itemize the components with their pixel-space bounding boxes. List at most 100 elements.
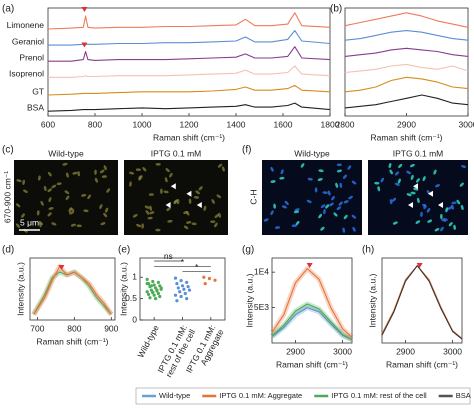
cell xyxy=(72,171,78,175)
y-tick-label: 1E4 xyxy=(254,266,269,276)
x-tick-label: 800 xyxy=(67,323,81,333)
panel-label: (d) xyxy=(2,245,14,256)
image-title: Wild-type xyxy=(48,148,84,158)
cell xyxy=(77,171,81,177)
cell xyxy=(435,184,440,188)
data-point xyxy=(148,296,152,300)
cell xyxy=(314,187,318,193)
series-label: GT xyxy=(32,86,44,96)
panel-label: (f) xyxy=(242,145,251,156)
line-series xyxy=(344,94,469,109)
data-point xyxy=(152,293,156,297)
cell xyxy=(274,226,281,229)
legend-label: IPTG 0.1 mM: rest of the cell xyxy=(331,391,427,400)
data-point xyxy=(146,292,151,296)
cell xyxy=(203,205,207,211)
y-tick-label: 0.5 xyxy=(125,293,137,303)
cell xyxy=(99,169,105,174)
row-label: 670-900 cm⁻¹ xyxy=(2,171,12,223)
x-axis-label: Raman shift (cm⁻¹) xyxy=(386,359,458,369)
error-band xyxy=(31,264,114,316)
line-series xyxy=(344,30,469,41)
cell xyxy=(294,208,300,212)
cell xyxy=(56,182,62,186)
image-title: Wild-type xyxy=(294,148,330,158)
data-point xyxy=(151,279,155,284)
legend-label: BSA xyxy=(456,391,471,400)
marker-arrow xyxy=(413,183,418,190)
data-point xyxy=(159,286,163,290)
cell xyxy=(284,200,289,205)
cell xyxy=(441,218,447,222)
data-point xyxy=(156,291,160,296)
marker-arrow xyxy=(196,202,202,208)
legend-label: IPTG 0.1 mM: Aggregate xyxy=(219,391,302,400)
cell xyxy=(163,190,169,194)
microscopy-image xyxy=(368,160,468,235)
plot-frame xyxy=(271,257,353,344)
cell xyxy=(459,182,464,187)
cell xyxy=(280,169,284,175)
cell xyxy=(65,195,70,201)
x-tick-label: Wild-type xyxy=(135,323,161,359)
y-tick-label: 5E3 xyxy=(254,302,269,312)
significance-label: * xyxy=(195,262,199,272)
cell xyxy=(456,199,461,205)
cell xyxy=(64,190,70,195)
series-label: BSA xyxy=(27,102,44,112)
line-series xyxy=(48,65,331,78)
cell xyxy=(83,209,89,213)
cell xyxy=(48,197,52,203)
x-tick-label: 3000 xyxy=(459,119,474,129)
cell xyxy=(335,182,339,188)
marker-arrow xyxy=(306,263,313,268)
cell xyxy=(165,168,170,173)
cell xyxy=(38,175,41,181)
data-point xyxy=(173,293,178,297)
cell xyxy=(43,185,47,191)
cell xyxy=(427,219,433,223)
cell xyxy=(451,201,457,205)
cell xyxy=(347,165,352,170)
line-series xyxy=(271,307,353,341)
data-point xyxy=(175,282,179,286)
cell xyxy=(322,191,328,194)
cell xyxy=(136,223,142,228)
cell xyxy=(329,202,334,207)
cell xyxy=(306,199,312,204)
marker-arrow xyxy=(58,265,65,270)
cell xyxy=(76,224,82,228)
x-tick-label: 3000 xyxy=(333,346,352,356)
cell xyxy=(211,199,215,204)
cell xyxy=(188,198,192,204)
cell xyxy=(343,200,349,204)
cell xyxy=(193,196,200,199)
cell xyxy=(422,176,426,182)
line-series xyxy=(344,76,469,93)
x-tick-label: 1400 xyxy=(227,119,246,129)
panel-label: (c) xyxy=(2,145,14,156)
cell xyxy=(398,163,403,169)
data-point xyxy=(156,280,160,284)
cell xyxy=(160,188,163,194)
x-tick-label: 2900 xyxy=(396,346,415,356)
cell xyxy=(263,218,269,222)
x-axis-label: Raman shift (cm⁻¹) xyxy=(370,132,442,142)
cell xyxy=(445,207,449,213)
data-point xyxy=(152,283,156,287)
x-axis-label: Raman shift (cm⁻¹) xyxy=(153,132,225,142)
cell xyxy=(450,204,454,210)
cell xyxy=(129,181,132,187)
panel-label: (g) xyxy=(242,245,254,256)
cell xyxy=(48,207,54,210)
marker-arrow xyxy=(81,7,88,13)
data-point xyxy=(145,277,149,281)
data-point xyxy=(185,280,189,284)
x-axis-label: Raman shift (cm⁻¹) xyxy=(276,359,348,369)
plot-frame xyxy=(344,7,469,117)
data-point xyxy=(176,286,180,290)
series-label: Limonene xyxy=(7,20,45,30)
cell xyxy=(142,167,147,172)
cell xyxy=(434,228,440,232)
